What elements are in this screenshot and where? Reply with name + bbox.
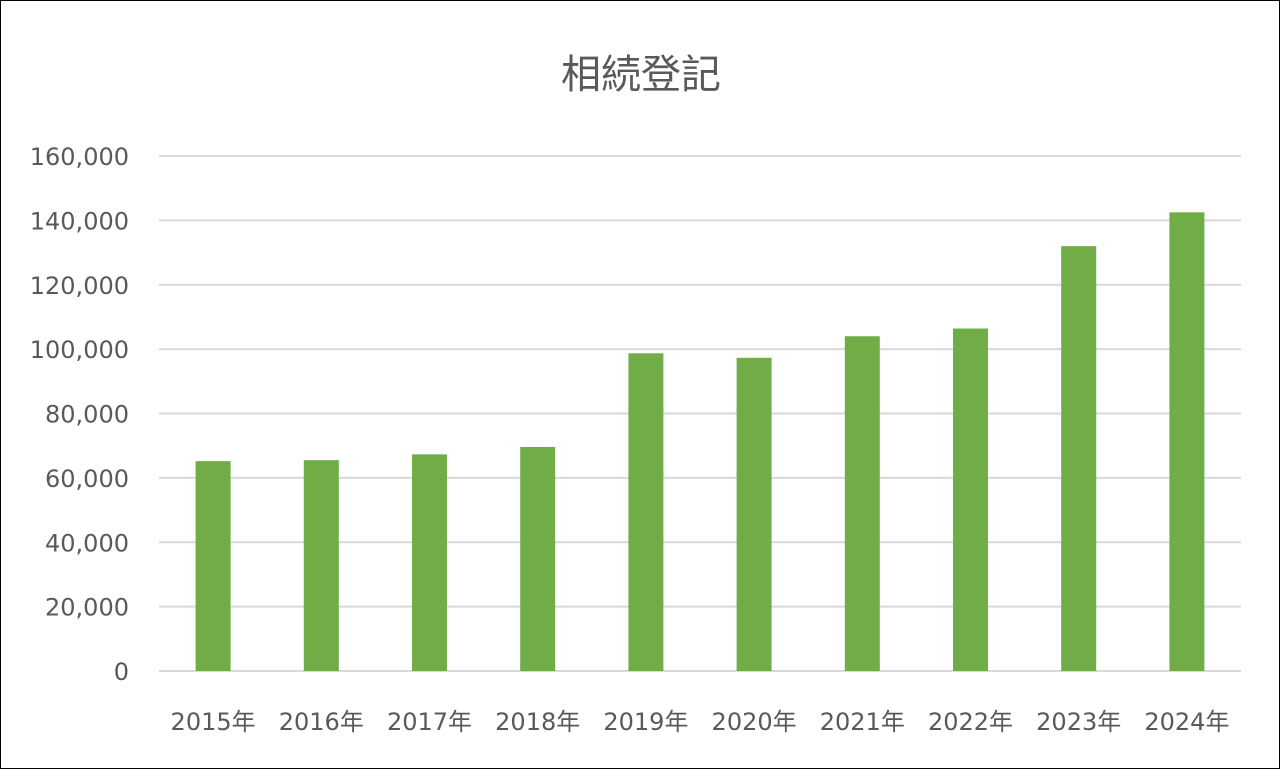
- y-tick-label: 120,000: [30, 272, 129, 300]
- x-tick-label: 2019年: [603, 708, 688, 736]
- x-tick-label: 2015年: [171, 708, 256, 736]
- x-tick-label: 2022年: [928, 708, 1013, 736]
- y-tick-label: 140,000: [30, 207, 129, 235]
- x-tick-label: 2018年: [495, 708, 580, 736]
- y-tick-label: 0: [114, 658, 129, 686]
- bar-2024年: [1169, 212, 1205, 671]
- gridlines: [159, 155, 1241, 672]
- y-tick-label: 160,000: [30, 143, 129, 171]
- x-tick-label: 2023年: [1036, 708, 1121, 736]
- bar-2023年: [1061, 246, 1097, 671]
- bar-2021年: [844, 336, 880, 671]
- x-tick-label: 2020年: [712, 708, 797, 736]
- x-axis-tick-labels: 2015年 2016年 2017年 2018年 2019年 2020年 2021年 2022年…: [171, 708, 1230, 736]
- bar-2019年: [628, 353, 664, 671]
- x-tick-label: 2024年: [1144, 708, 1229, 736]
- bar-2022年: [953, 328, 988, 671]
- y-tick-label: 60,000: [45, 465, 129, 493]
- y-tick-label: 40,000: [45, 529, 129, 557]
- bars: [195, 212, 1205, 671]
- x-tick-label: 2017年: [387, 708, 472, 736]
- y-tick-label: 20,000: [45, 594, 129, 622]
- bar-2015年: [195, 461, 231, 671]
- x-tick-label: 2021年: [820, 708, 905, 736]
- bar-2016年: [303, 460, 339, 671]
- y-tick-label: 100,000: [30, 336, 129, 364]
- y-tick-label: 80,000: [45, 401, 129, 429]
- bar-2020年: [736, 357, 772, 671]
- bar-2017年: [412, 454, 447, 671]
- x-tick-label: 2016年: [279, 708, 364, 736]
- bar-2018年: [520, 446, 556, 671]
- y-axis-tick-labels: 0 20,000 40,000 60,000 80,000 100,000 120,000 1…: [30, 143, 129, 686]
- chart-title: 相続登記: [561, 52, 721, 98]
